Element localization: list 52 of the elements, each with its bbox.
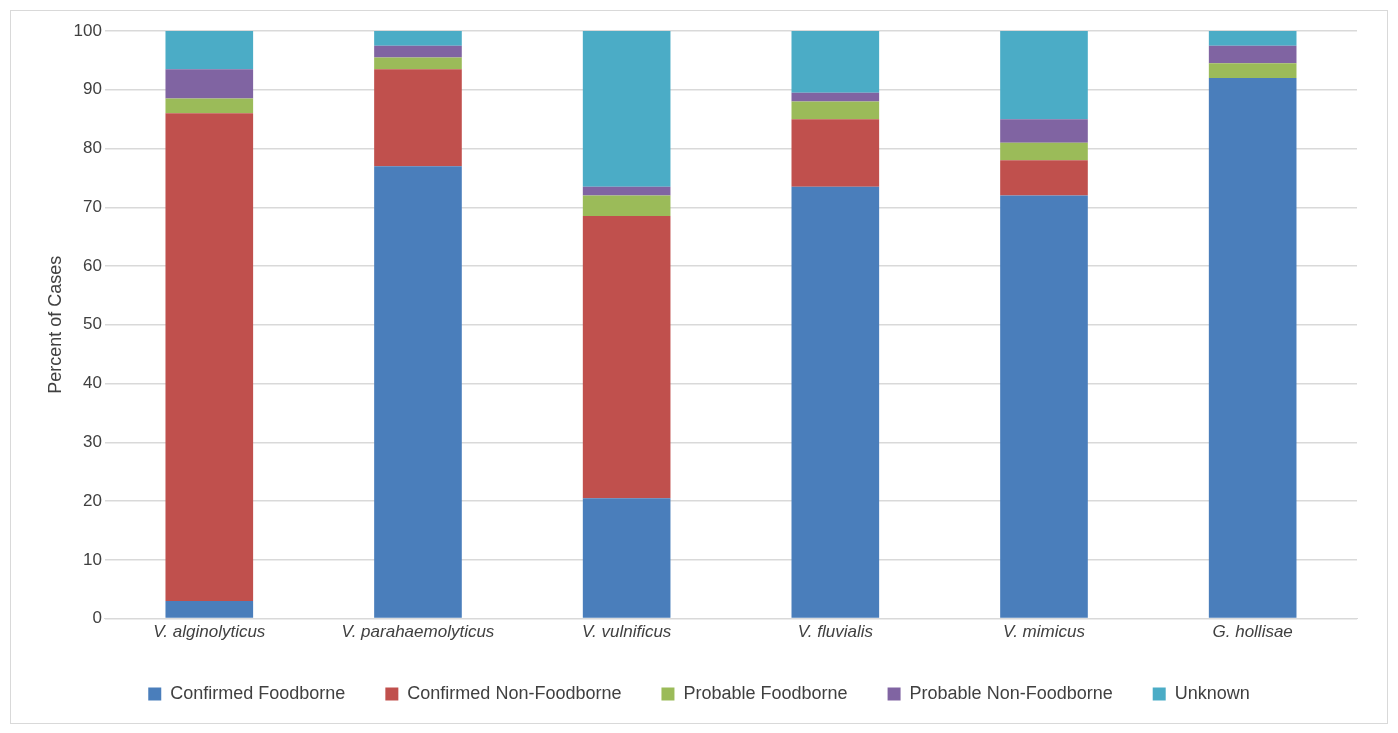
bar — [165, 31, 254, 70]
x-tick-label: V. fluvialis — [797, 621, 874, 641]
bar — [582, 498, 671, 618]
bar — [791, 186, 880, 618]
bar — [165, 98, 254, 114]
x-tick-label: V. alginolyticus — [153, 621, 266, 641]
legend-label: Confirmed Non-Foodborne — [407, 682, 622, 703]
bar — [1208, 45, 1297, 64]
bar — [374, 45, 462, 58]
x-tick-label: V. parahaemolyticus — [341, 621, 495, 641]
y-tick-label: 70 — [83, 196, 102, 216]
y-tick-label: 100 — [73, 20, 102, 40]
bar — [374, 31, 462, 46]
y-tick-label: 60 — [83, 255, 102, 275]
legend-label: Probable Foodborne — [683, 682, 848, 703]
bar — [374, 57, 462, 70]
x-tick-label: V. mimicus — [1003, 621, 1086, 641]
bar — [791, 31, 880, 93]
bar — [1208, 63, 1297, 79]
bar — [1000, 142, 1088, 161]
bar — [1208, 78, 1297, 618]
y-axis-title: Percent of Cases — [44, 255, 65, 394]
bar — [1000, 160, 1088, 196]
bar — [374, 69, 462, 167]
bar — [1000, 119, 1088, 143]
bar — [791, 101, 880, 120]
bar — [1208, 31, 1297, 46]
bar — [582, 195, 671, 217]
bar — [791, 119, 880, 187]
bar — [791, 92, 880, 102]
bar — [582, 186, 671, 196]
x-tick-label: V. vulnificus — [581, 621, 672, 641]
bar — [374, 166, 462, 618]
x-tick-label: G. hollisae — [1212, 621, 1293, 641]
bar — [1000, 195, 1088, 618]
bar — [165, 600, 254, 618]
y-tick-label: 90 — [83, 79, 102, 99]
legend-label: Unknown — [1174, 682, 1250, 703]
legend-label: Probable Non-Foodborne — [909, 682, 1113, 703]
bar — [165, 69, 254, 99]
bar — [1000, 31, 1088, 120]
y-tick-label: 30 — [83, 432, 102, 452]
bar — [582, 31, 671, 187]
bar — [582, 216, 671, 499]
y-tick-label: 20 — [83, 490, 102, 510]
y-tick-label: 50 — [83, 314, 102, 334]
legend-label: Confirmed Foodborne — [170, 682, 346, 703]
y-tick-label: 10 — [83, 549, 102, 569]
bar — [165, 113, 254, 601]
y-tick-label: 80 — [83, 138, 102, 158]
y-tick-label: 0 — [92, 608, 102, 628]
y-tick-label: 40 — [83, 373, 102, 393]
